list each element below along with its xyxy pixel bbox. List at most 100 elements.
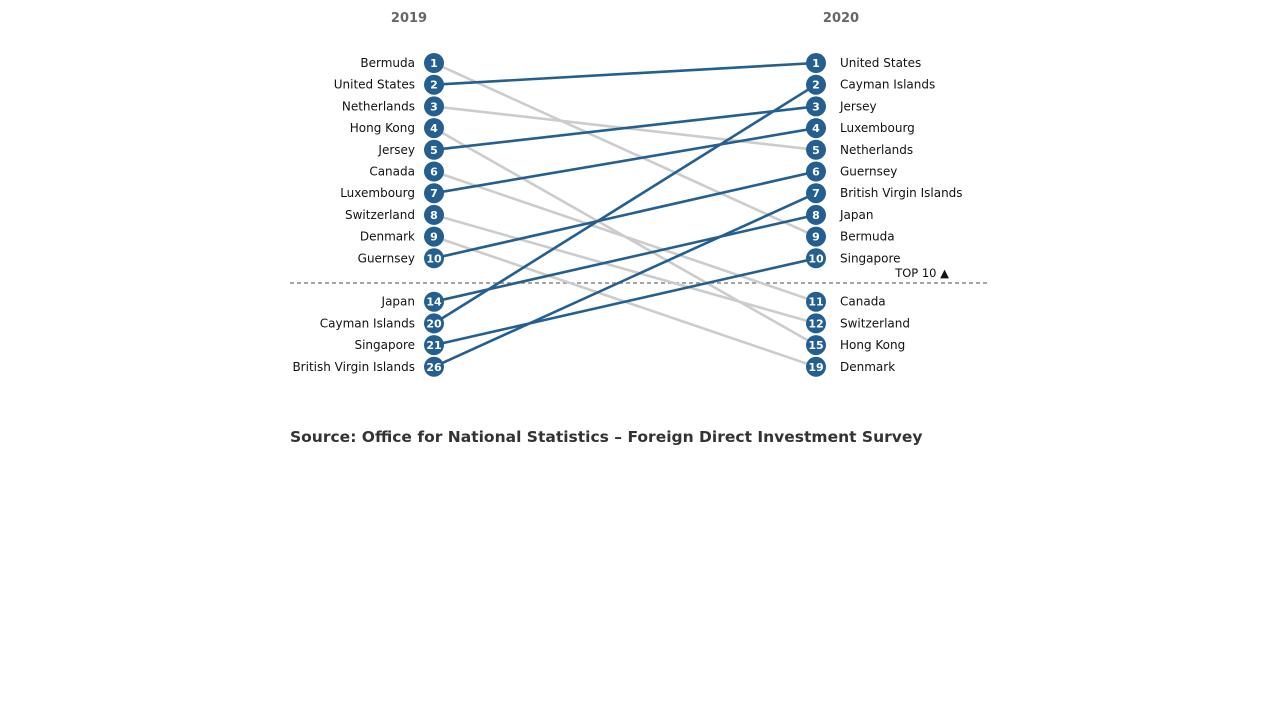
country-label-2020-guernsey: Guernsey: [840, 165, 897, 179]
rank-number-netherlands-2020: 5: [812, 144, 820, 157]
rank-number-singapore-2020: 10: [808, 252, 824, 265]
rank-badge-denmark-2020: [806, 356, 826, 377]
slope-line-luxembourg: [433, 126, 817, 195]
rank-number-cayman-islands-2019: 20: [426, 317, 442, 330]
rank-number-bermuda-2019: 1: [430, 57, 438, 70]
rank-number-denmark-2019: 9: [430, 231, 438, 244]
rank-number-british-virgin-islands-2020: 7: [812, 187, 820, 200]
rank-badge-japan-2019: [424, 291, 444, 312]
country-label-2020-luxembourg: Luxembourg: [840, 121, 915, 135]
rank-badge-bermuda-2020: [806, 226, 826, 247]
country-label-2020-british-virgin-islands: British Virgin Islands: [840, 186, 963, 200]
country-label-2020-denmark: Denmark: [840, 360, 895, 374]
rank-number-netherlands-2019: 3: [430, 100, 438, 113]
rank-badge-british-virgin-islands-2020: [806, 183, 826, 204]
country-label-2019-denmark: Denmark: [360, 230, 415, 244]
country-label-2019-bermuda: Bermuda: [360, 56, 415, 70]
country-label-2019-singapore: Singapore: [354, 338, 415, 352]
rank-number-switzerland-2019: 8: [430, 209, 438, 222]
country-label-2020-jersey: Jersey: [839, 99, 877, 113]
country-label-2020-united-states: United States: [840, 56, 921, 70]
country-label-2019-cayman-islands: Cayman Islands: [320, 316, 415, 330]
rank-badge-hong-kong-2020: [806, 335, 826, 356]
country-label-2019-british-virgin-islands: British Virgin Islands: [292, 360, 415, 374]
country-label-2020-netherlands: Netherlands: [840, 143, 913, 157]
source-note: Source: Office for National Statistics –…: [290, 428, 923, 446]
rank-badge-jersey-2019: [424, 139, 444, 160]
rank-badge-singapore-2019: [424, 335, 444, 356]
country-label-2020-japan: Japan: [839, 208, 873, 222]
top-10-cutoff-label: TOP 10 ▲: [894, 266, 949, 280]
slope-line-guernsey: [433, 170, 817, 260]
rank-badge-switzerland-2019: [424, 204, 444, 225]
rank-badge-guernsey-2019: [424, 248, 444, 269]
rank-badge-jersey-2020: [806, 96, 826, 117]
year-label-2020: 2020: [823, 11, 859, 26]
rank-badge-guernsey-2020: [806, 161, 826, 182]
country-label-2019-guernsey: Guernsey: [358, 251, 415, 265]
rank-number-guernsey-2019: 10: [426, 252, 442, 265]
slope-line-canada: [433, 170, 817, 303]
slope-line-japan: [433, 213, 817, 303]
slope-lines: [433, 61, 817, 369]
rank-badge-cayman-islands-2019: [424, 313, 444, 334]
rank-number-singapore-2019: 21: [426, 339, 441, 352]
rank-badge-british-virgin-islands-2019: [424, 356, 444, 377]
rank-number-united-states-2019: 2: [430, 79, 438, 92]
rank-badge-canada-2019: [424, 161, 444, 182]
country-label-2020-hong-kong: Hong Kong: [840, 338, 905, 352]
rank-number-british-virgin-islands-2019: 26: [426, 361, 442, 374]
rank-number-japan-2019: 14: [426, 296, 442, 309]
country-label-2019-united-states: United States: [334, 78, 415, 92]
country-label-2020-canada: Canada: [840, 295, 886, 309]
country-label-2019-luxembourg: Luxembourg: [340, 186, 415, 200]
rank-badge-hong-kong-2019: [424, 118, 444, 139]
rank-badge-luxembourg-2019: [424, 183, 444, 204]
slope-line-british-virgin-islands: [433, 192, 817, 368]
rank-badge-united-states-2020: [806, 53, 826, 73]
slope-chart: 2019 2020 TOP 10 ▲ 19BermudaBermuda21Uni…: [290, 11, 990, 377]
rank-badge-singapore-2020: [806, 248, 826, 269]
country-label-2019-switzerland: Switzerland: [345, 208, 415, 222]
rank-number-hong-kong-2019: 4: [430, 122, 438, 135]
rank-number-switzerland-2020: 12: [808, 317, 823, 330]
rank-number-united-states-2020: 1: [812, 57, 820, 70]
year-label-2019: 2019: [391, 11, 427, 26]
slope-line-united-states: [433, 61, 817, 86]
country-label-2019-japan: Japan: [381, 295, 415, 309]
rank-number-luxembourg-2020: 4: [812, 122, 820, 135]
rank-badge-switzerland-2020: [806, 313, 826, 334]
rank-number-jersey-2020: 3: [812, 100, 820, 113]
rank-number-canada-2019: 6: [430, 166, 438, 179]
rank-badge-netherlands-2020: [806, 139, 826, 160]
country-label-2020-singapore: Singapore: [840, 251, 901, 265]
rank-badge-japan-2020: [806, 204, 826, 225]
rank-badge-cayman-islands-2020: [806, 74, 826, 95]
rank-badge-denmark-2019: [424, 226, 444, 247]
rank-badge-netherlands-2019: [424, 96, 444, 117]
rank-badge-united-states-2019: [424, 74, 444, 95]
rank-number-hong-kong-2020: 15: [808, 339, 823, 352]
country-label-2019-netherlands: Netherlands: [342, 99, 415, 113]
rank-number-canada-2020: 11: [808, 296, 823, 309]
slope-line-bermuda: [433, 61, 817, 238]
country-label-2020-bermuda: Bermuda: [840, 230, 895, 244]
rank-number-guernsey-2020: 6: [812, 166, 820, 179]
country-label-2019-canada: Canada: [369, 165, 415, 179]
rank-number-bermuda-2020: 9: [812, 231, 820, 244]
country-label-2020-switzerland: Switzerland: [840, 316, 910, 330]
rank-number-japan-2020: 8: [812, 209, 820, 222]
rank-number-luxembourg-2019: 7: [430, 187, 438, 200]
rank-number-cayman-islands-2020: 2: [812, 79, 820, 92]
slope-line-switzerland: [433, 213, 817, 325]
slope-line-cayman-islands: [433, 83, 817, 325]
country-label-2019-jersey: Jersey: [377, 143, 415, 157]
slope-line-jersey: [433, 105, 817, 152]
rank-badge-bermuda-2019: [424, 53, 444, 73]
rank-number-jersey-2019: 5: [430, 144, 438, 157]
rank-badge-canada-2020: [806, 291, 826, 312]
slope-line-singapore: [433, 257, 817, 347]
rank-badge-luxembourg-2020: [806, 118, 826, 139]
country-label-2019-hong-kong: Hong Kong: [350, 121, 415, 135]
